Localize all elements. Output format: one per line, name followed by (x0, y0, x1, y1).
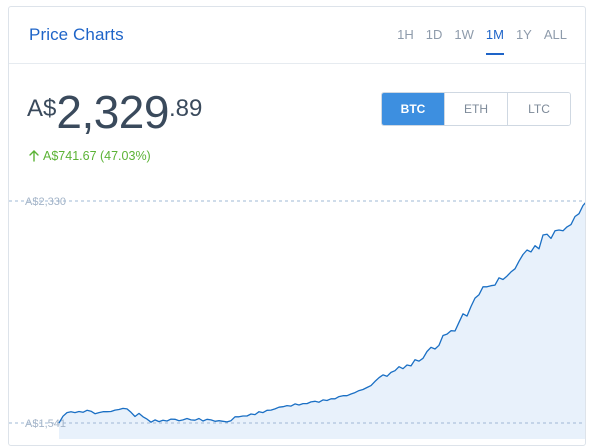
current-price: A$ 2,329 .89 (27, 89, 202, 135)
chart-min-label: A$1,541 (25, 418, 66, 430)
arrow-up-icon (29, 150, 39, 162)
price-charts-card: Price Charts 1H 1D 1W 1M 1Y ALL A$ 2,329 .89 … (8, 6, 586, 446)
chart-max-label: A$2,330 (25, 196, 66, 208)
card-title: Price Charts (29, 25, 124, 44)
range-tab-1m[interactable]: 1M (485, 27, 504, 55)
price-chart: A$2,330 A$1,541 (9, 196, 585, 439)
price-currency: A$ (27, 95, 57, 122)
chart-series-line (58, 202, 585, 424)
coin-button-ltc[interactable]: LTC (507, 93, 570, 125)
price-change: A$741.67 (47.03%) (29, 149, 151, 163)
coin-selector: BTC ETH LTC (381, 92, 571, 126)
range-tab-all[interactable]: ALL (543, 27, 567, 42)
range-tab-1h[interactable]: 1H (397, 27, 414, 42)
price-change-text: A$741.67 (47.03%) (43, 149, 151, 163)
range-selector: 1H 1D 1W 1M 1Y ALL (385, 27, 567, 55)
range-tab-1y[interactable]: 1Y (515, 27, 532, 42)
price-integer: 2,329 (56, 86, 169, 138)
chart-area (59, 203, 585, 439)
range-tab-1w[interactable]: 1W (454, 27, 474, 42)
price-decimal: .89 (168, 95, 203, 122)
coin-button-btc[interactable]: BTC (382, 93, 444, 125)
range-tab-1d[interactable]: 1D (425, 27, 443, 42)
card-header: Price Charts 1H 1D 1W 1M 1Y ALL (9, 7, 585, 64)
coin-button-eth[interactable]: ETH (444, 93, 507, 125)
